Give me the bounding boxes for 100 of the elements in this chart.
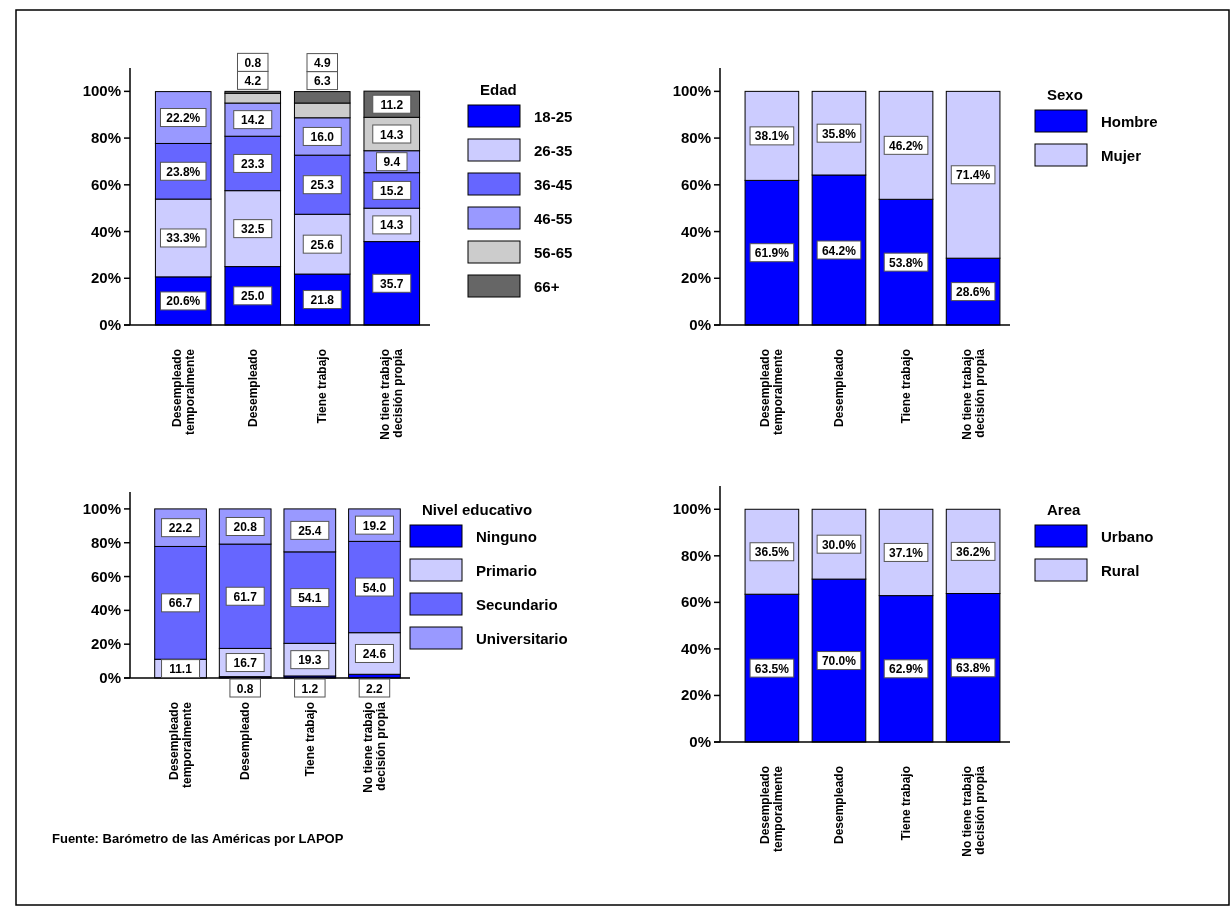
legend-title: Nivel educativo <box>422 501 533 518</box>
data-label: 1.2 <box>301 681 319 696</box>
x-tick-label: Desempleado temporalmente <box>758 765 786 853</box>
data-label: 2.2 <box>366 681 384 696</box>
data-label: 25.3 <box>310 178 335 193</box>
data-label: 20.6% <box>166 294 201 309</box>
legend-title: Area <box>1047 501 1082 518</box>
x-tick-label: Tiene trabajo <box>302 702 317 777</box>
data-label: 25.4 <box>298 523 322 538</box>
data-label: 24.6 <box>362 646 387 661</box>
data-label: 36.5% <box>754 545 790 560</box>
legend-title: Sexo <box>1047 86 1083 103</box>
y-tick-label: 60% <box>90 175 121 193</box>
y-tick-label: 0% <box>689 733 711 750</box>
y-tick-label: 20% <box>90 269 121 287</box>
y-tick-label: 0% <box>99 316 121 333</box>
data-label: 20.8 <box>233 519 258 534</box>
y-tick-label: 100% <box>82 82 121 100</box>
data-label: 16.0 <box>310 129 335 144</box>
data-label: 25.6 <box>310 237 335 252</box>
data-label: 70.0% <box>821 654 857 669</box>
x-tick-label: No tiene trabajo decisión propia <box>959 765 987 857</box>
data-label: 46.2% <box>889 138 924 153</box>
y-tick-label: 40% <box>680 222 711 240</box>
legend-label: Mujer <box>1101 147 1142 164</box>
y-tick-label: 60% <box>90 567 121 585</box>
data-label: 53.8% <box>889 255 924 270</box>
data-label: 30.0% <box>821 537 857 552</box>
data-label: 61.7 <box>233 589 258 604</box>
y-tick-label: 80% <box>680 546 711 564</box>
y-tick-label: 20% <box>680 269 711 287</box>
y-tick-label: 40% <box>90 601 121 619</box>
x-tick-label: Desempleado temporalmente <box>169 348 197 436</box>
data-label: 22.2% <box>166 111 201 126</box>
data-label: 21.8 <box>310 293 335 308</box>
y-tick-label: 20% <box>680 686 711 704</box>
data-label: 23.3 <box>241 156 265 171</box>
data-label: 14.3 <box>380 218 404 233</box>
y-tick-label: 40% <box>680 639 711 657</box>
data-label: 35.7 <box>380 276 404 291</box>
data-label: 16.7 <box>233 656 258 671</box>
data-label: 62.9% <box>889 662 924 677</box>
y-tick-label: 100% <box>82 499 121 517</box>
legend-label: 56-65 <box>534 244 573 261</box>
data-label: 54.1 <box>298 591 322 606</box>
y-tick-label: 80% <box>680 129 711 147</box>
legend-label: 66+ <box>534 278 560 295</box>
data-label: 0.8 <box>244 55 262 70</box>
data-label: 14.2 <box>241 113 265 128</box>
x-tick-label: Tiene trabajo <box>899 349 914 424</box>
data-label: 9.4 <box>383 155 401 170</box>
x-tick-label: Desempleado <box>245 349 260 428</box>
legend-label: Rural <box>1101 562 1140 579</box>
x-tick-label: No tiene trabajo decisión propia <box>959 348 987 440</box>
y-tick-label: 80% <box>90 129 121 147</box>
data-label: 33.3% <box>166 231 201 246</box>
data-label: 63.5% <box>754 661 790 676</box>
data-label: 11.1 <box>169 662 193 677</box>
x-tick-label: Desempleado <box>831 349 846 428</box>
y-tick-label: 60% <box>680 175 711 193</box>
y-tick-label: 60% <box>680 593 711 611</box>
y-tick-label: 40% <box>90 222 121 240</box>
x-tick-label: Desempleado temporalmente <box>167 701 195 789</box>
y-tick-label: 80% <box>90 533 121 551</box>
data-label: 22.2 <box>168 521 193 536</box>
data-label: 32.5 <box>241 222 265 237</box>
x-tick-label: No tiene trabajo decisión propia <box>360 701 388 793</box>
data-label: 0.8 <box>236 681 254 696</box>
legend-label: Urbano <box>1101 528 1154 545</box>
data-label: 71.4% <box>956 168 991 183</box>
data-label: 36.2% <box>956 544 991 559</box>
y-tick-label: 0% <box>99 669 121 686</box>
data-label: 28.6% <box>956 285 991 300</box>
data-label: 25.0 <box>241 289 265 304</box>
source-note: Fuente: Barómetro de las Américas por LAPOP <box>52 831 344 846</box>
data-label: 61.9% <box>754 246 790 261</box>
data-label: 19.2 <box>362 518 387 533</box>
legend-label: Hombre <box>1101 113 1158 130</box>
legend-label: Universitario <box>476 630 568 647</box>
legend-title: Edad <box>480 81 517 98</box>
y-tick-label: 100% <box>672 500 711 518</box>
data-label: 64.2% <box>821 243 857 258</box>
x-tick-label: Tiene trabajo <box>899 766 914 841</box>
legend-label: 36-45 <box>534 176 573 193</box>
data-label: 63.8% <box>956 661 991 676</box>
legend-label: 26-35 <box>534 142 573 159</box>
x-tick-label: No tiene trabajo decisión propia <box>378 348 406 440</box>
y-tick-label: 20% <box>90 635 121 653</box>
data-label: 38.1% <box>754 129 790 144</box>
data-label: 19.3 <box>298 653 322 668</box>
data-label: 23.8% <box>166 164 201 179</box>
legend-label: Ninguno <box>476 528 537 545</box>
data-label: 15.2 <box>380 183 404 198</box>
data-label: 11.2 <box>380 97 404 112</box>
data-label: 35.8% <box>821 126 857 141</box>
data-label: 54.0 <box>362 580 387 595</box>
x-tick-label: Desempleado <box>238 702 253 781</box>
data-label: 66.7 <box>168 596 193 611</box>
data-label: 4.9 <box>313 56 331 71</box>
legend-label: Primario <box>476 562 537 579</box>
